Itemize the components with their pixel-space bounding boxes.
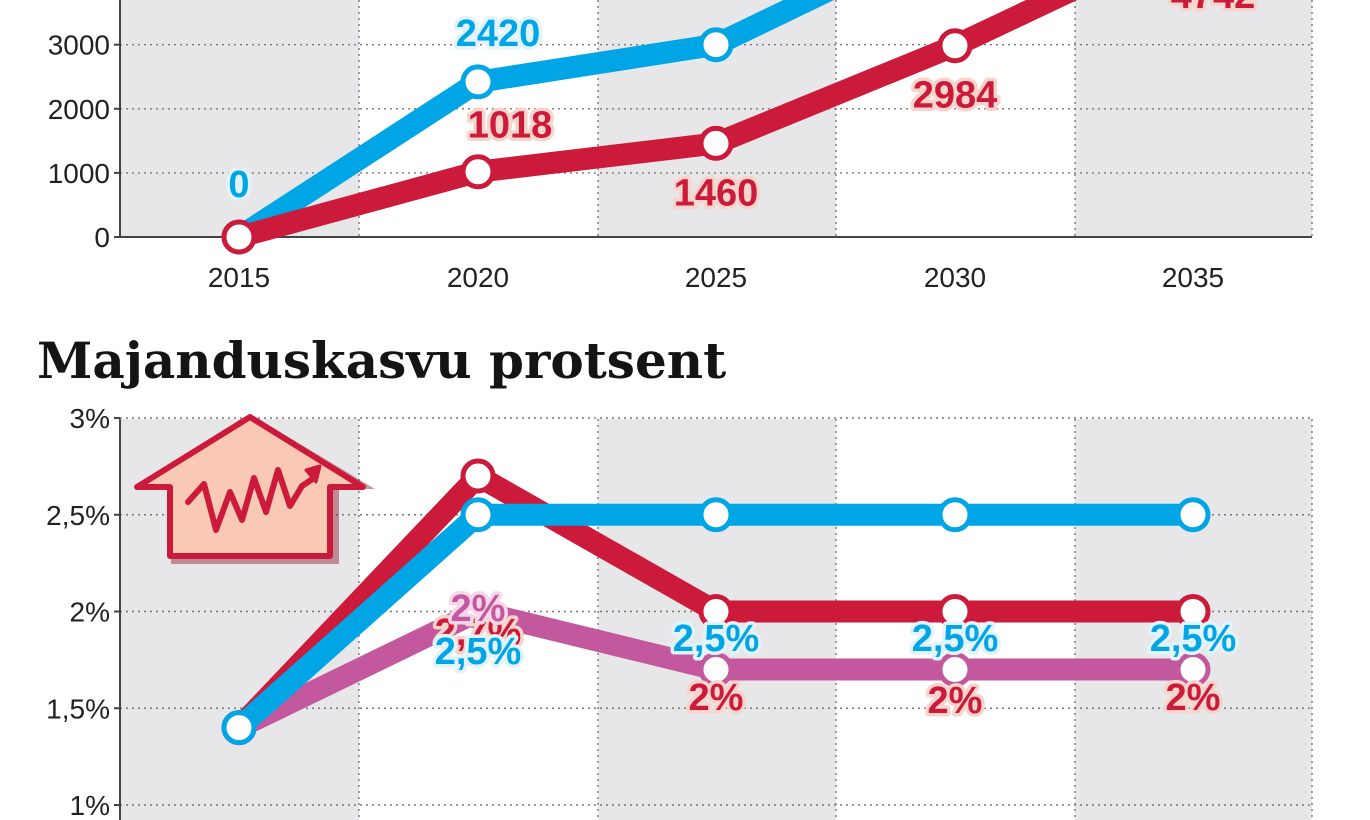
data-point-blue [698, 497, 734, 533]
data-point-pink [1175, 652, 1211, 688]
bottom-chart-axes: 1% 1,5% 2% 2,5% 3% [46, 403, 121, 820]
data-point-blue [1175, 497, 1211, 533]
data-point-blue [937, 497, 973, 533]
column-band [1075, 0, 1312, 237]
data-label-red: 2984 [913, 75, 998, 117]
series-line-blue [228, 0, 834, 248]
y-tick-label: 1,5% [46, 693, 110, 724]
x-tick-label: 2035 [1162, 262, 1224, 293]
top-chart-axes: 0 1000 2000 3000 2015 2020 2025 2030 2035 [48, 0, 1312, 293]
bottom-chart-title: Majanduskasvu protsent [37, 331, 726, 390]
data-point-pink [460, 594, 496, 629]
x-tick-label: 2020 [447, 262, 509, 293]
data-label-red: 1018 [468, 105, 553, 147]
y-tick-label: 2,5% [46, 500, 110, 531]
data-label-blue: 0 [228, 164, 249, 206]
data-label-red: 1460 [674, 172, 759, 214]
y-tick-label: 2% [70, 597, 110, 628]
y-tick-label: 1% [70, 790, 110, 820]
growth-zigzag-icon [185, 467, 317, 533]
data-point-red [460, 458, 496, 494]
data-point-blue [698, 27, 734, 63]
y-tick-label: 0 [94, 222, 110, 253]
data-point-red [698, 594, 734, 629]
house-growth-icon-body [134, 414, 366, 559]
data-point-red [221, 219, 257, 255]
x-tick-label: 2015 [208, 262, 270, 293]
data-label-red: 2% [928, 680, 983, 722]
data-point-blue [221, 710, 257, 746]
data-label-red: 2% [689, 677, 744, 719]
top-chart: 0 1000 2000 3000 2015 2020 2025 2030 2035 0 2420 1… [48, 0, 1313, 293]
data-label-blue: 2,5% [435, 631, 522, 673]
data-label-blue: 2,5% [1150, 618, 1237, 660]
data-point-blue [460, 64, 496, 100]
data-label-blue: 2,5% [673, 618, 760, 660]
data-point-red [1175, 594, 1211, 629]
bottom-chart-points [221, 458, 1211, 746]
data-point-pink [698, 652, 734, 688]
x-tick-label: 2030 [924, 262, 986, 293]
data-point-red [460, 154, 496, 190]
data-label-blue: 2420 [456, 13, 541, 55]
arrow-up-icon [304, 464, 322, 484]
top-chart-points [221, 27, 973, 255]
data-label-blue: 2,5% [912, 618, 999, 660]
y-tick-label: 2000 [48, 94, 110, 125]
data-point-pink [937, 652, 973, 688]
data-point-red [937, 28, 973, 64]
y-tick-label: 3000 [48, 30, 110, 61]
data-point-blue [460, 497, 496, 533]
data-label-red: 2,7% [435, 612, 522, 654]
x-tick-label: 2025 [685, 262, 747, 293]
y-tick-label: 3% [70, 403, 110, 434]
data-label-pink: 2% [451, 588, 506, 630]
top-chart-data-labels: 0 2420 1018 1460 2984 4742 [225, 0, 1259, 218]
data-label-red: 2% [1166, 677, 1221, 719]
y-tick-label: 1000 [48, 158, 110, 189]
data-label-red: 4742 [1171, 0, 1256, 17]
data-point-red [698, 125, 734, 161]
data-point-red [937, 594, 973, 629]
